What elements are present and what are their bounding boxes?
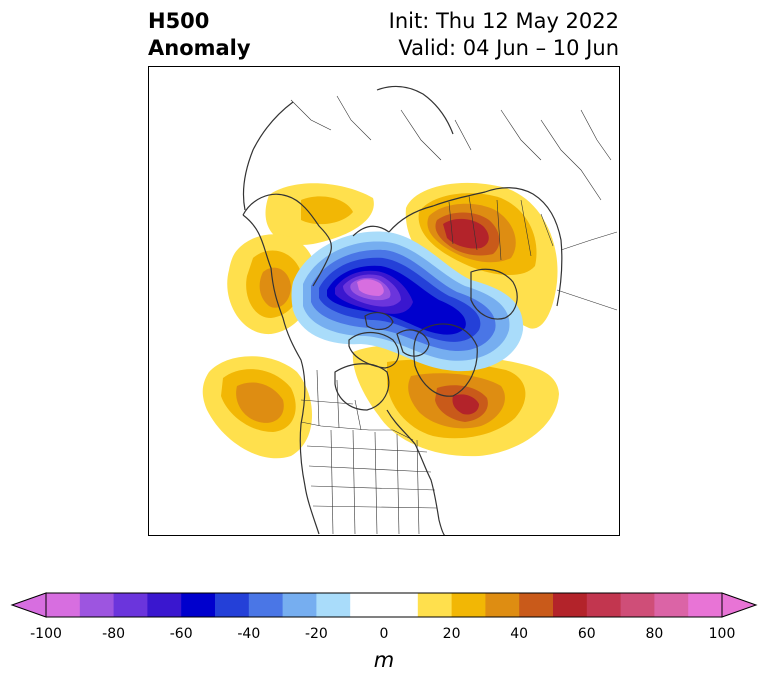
colorbar-bin xyxy=(553,593,588,617)
colorbar-bin xyxy=(282,593,317,617)
anomaly-map xyxy=(148,66,620,536)
colorbar-bin xyxy=(46,593,81,617)
colorbar-tick-label: -80 xyxy=(102,626,126,642)
colorbar-bin xyxy=(215,593,250,617)
map-canvas xyxy=(202,85,618,535)
east-pacific-positive-anomaly xyxy=(202,356,313,459)
arctic-negative-anomaly xyxy=(291,231,524,372)
colorbar-tick-label: 80 xyxy=(645,626,664,642)
coastlines xyxy=(242,85,563,535)
colorbar-bins xyxy=(46,593,723,617)
colorbar-tick-label: 0 xyxy=(379,626,389,642)
colorbar-bin xyxy=(586,593,622,617)
colorbar-bin xyxy=(181,593,216,617)
colorbar-bin xyxy=(519,593,554,617)
colorbar-tick-label: -60 xyxy=(169,626,193,642)
title-line-2: Anomaly xyxy=(148,36,251,60)
colorbar-tick-label: 100 xyxy=(708,626,736,642)
colorbar-bin xyxy=(316,593,351,617)
political-borders xyxy=(290,95,618,535)
init-date: Init: Thu 12 May 2022 xyxy=(388,9,619,33)
colorbar-bin xyxy=(417,593,453,617)
colorbar-bin xyxy=(79,593,115,617)
atlantic-positive-anomaly xyxy=(352,344,559,457)
colorbar-tick-label: 40 xyxy=(510,626,529,642)
valid-range: Valid: 04 Jun – 10 Jun xyxy=(398,36,619,60)
colorbar-bin xyxy=(350,593,419,617)
colorbar-bin xyxy=(485,593,520,617)
chart-title: H500 Anomaly xyxy=(148,8,251,62)
colorbar-bin xyxy=(451,593,486,617)
colorbar-outline xyxy=(45,592,723,618)
colorbar-bin xyxy=(113,593,148,617)
colorbar-tick-label: 20 xyxy=(442,626,461,642)
colorbar-tick-label: -100 xyxy=(30,626,62,642)
colorbar-ticks: -100 -80 -60 -40 -20 0 20 40 60 80 100 xyxy=(0,626,768,646)
colorbar-bin xyxy=(620,593,655,617)
colorbar-tick-label: 60 xyxy=(577,626,596,642)
colorbar-tick-label: -40 xyxy=(237,626,261,642)
colorbar-under-arrow xyxy=(10,592,47,618)
title-line-1: H500 xyxy=(148,9,210,33)
colorbar-bin xyxy=(688,593,723,617)
colorbar-bin xyxy=(248,593,284,617)
siberia-positive-anomaly xyxy=(405,182,558,329)
colorbar xyxy=(10,592,758,618)
forecast-dates: Init: Thu 12 May 2022 Valid: 04 Jun – 10… xyxy=(389,8,619,62)
colorbar-bin xyxy=(147,593,182,617)
colorbar-bin xyxy=(654,593,689,617)
colorbar-over-arrow xyxy=(721,592,758,618)
colorbar-tick-label: -20 xyxy=(304,626,328,642)
colorbar-unit: m xyxy=(373,648,395,672)
